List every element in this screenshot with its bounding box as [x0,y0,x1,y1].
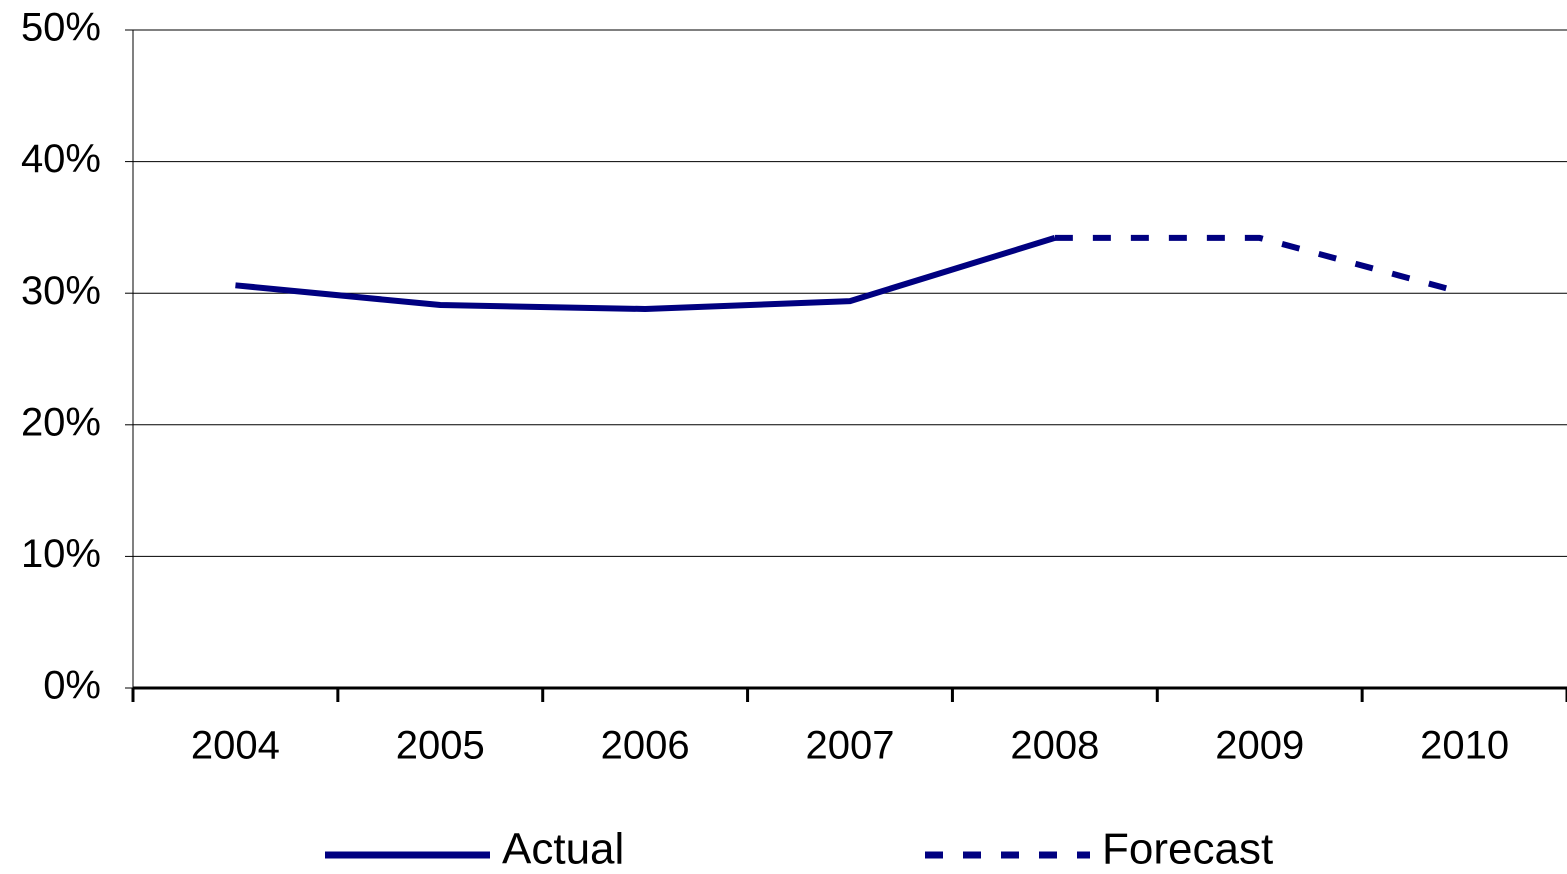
x-tick-label: 2005 [396,724,485,768]
y-tick-label: 30% [21,269,101,313]
y-tick-label: 40% [21,137,101,181]
y-tick-label: 20% [21,400,101,444]
x-tick-label: 2009 [1215,724,1304,768]
series-line [1054,234,1466,297]
legend-label: Actual [502,825,624,874]
series-line [235,235,1056,312]
y-tick-label: 0% [43,664,101,708]
x-tick-label: 2010 [1420,724,1509,768]
x-tick-label: 2006 [601,724,690,768]
y-tick-label: 10% [21,532,101,576]
legend-label: Forecast [1102,825,1273,874]
x-tick-label: 2007 [806,724,895,768]
y-tick-label: 50% [21,6,101,50]
x-tick-label: 2008 [1010,724,1099,768]
x-tick-label: 2004 [191,724,280,768]
